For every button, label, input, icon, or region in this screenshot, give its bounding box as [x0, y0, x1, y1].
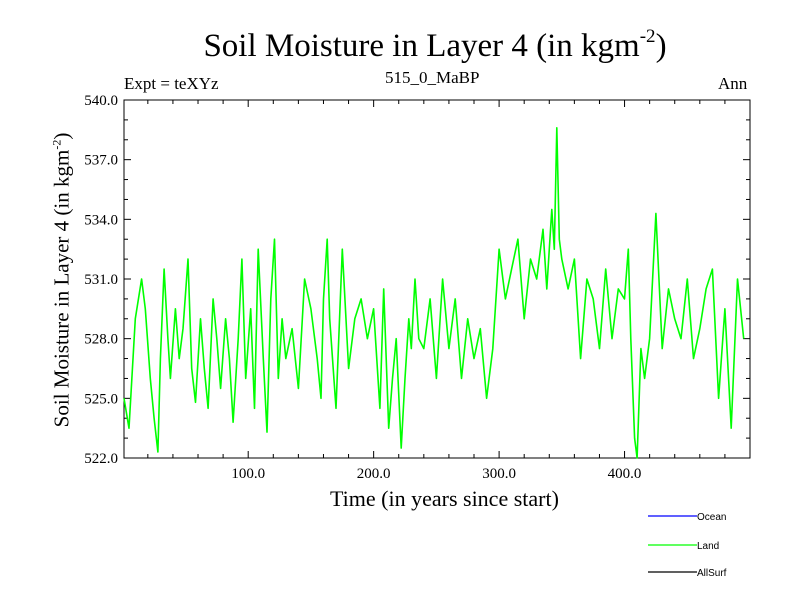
plot-frame: [123, 99, 751, 459]
legend-label-allsurf: AllSurf: [697, 568, 727, 579]
series-line-land: [123, 127, 745, 459]
legend-label-ocean: Ocean: [697, 512, 726, 523]
x-tick-label: 400.0: [608, 466, 642, 482]
chart-title-main: Soil Moisture in Layer 4 (in kgm: [203, 28, 640, 64]
chart-title-superscript: -2: [639, 26, 656, 47]
y-tick-label: 522.0: [84, 451, 118, 467]
x-tick-label: 100.0: [231, 466, 265, 482]
season-label: Ann: [718, 74, 748, 93]
y-tick-label: 528.0: [84, 332, 118, 348]
chart-title-close: ): [655, 28, 667, 64]
x-tick-label: 300.0: [482, 466, 516, 482]
x-tick-label: 200.0: [357, 466, 391, 482]
y-tick-label: 540.0: [84, 93, 118, 109]
chart-title: Soil Moisture in Layer 4 (in kgm-2): [0, 26, 800, 65]
y-tick-label: 537.0: [84, 153, 118, 169]
experiment-label: Expt = teXYz: [124, 74, 219, 93]
y-tick-label: 531.0: [84, 272, 118, 288]
chart-subtitle: 515_0_MaBP: [385, 68, 480, 87]
legend-label-land: Land: [697, 541, 719, 552]
y-tick-label: 534.0: [84, 212, 118, 228]
x-axis-label: Time (in years since start): [330, 486, 559, 511]
y-tick-label: 525.0: [84, 391, 118, 407]
